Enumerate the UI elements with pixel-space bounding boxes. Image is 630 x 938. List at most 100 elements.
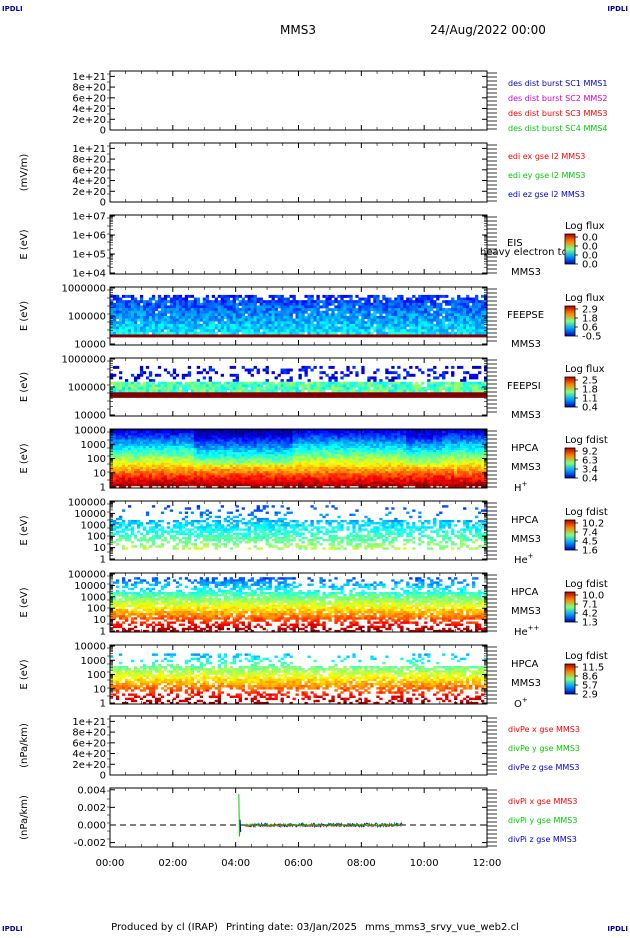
y-tick-label: 1e+21 [72,72,106,83]
y-tick-label: 10 [93,684,106,695]
instrument-label: HPCA [511,515,539,526]
legend-entry: divPi y gse MMS3 [508,816,577,825]
colorbar [565,377,575,407]
y-tick-label: 0 [100,126,106,137]
date-time-title: 24/Aug/2022 00:00 [430,23,546,37]
instrument-label: HPCA [511,659,539,670]
colorbar-title: Log fdist [565,435,608,446]
spacecraft-title: MMS3 [280,23,316,37]
y-tick-label: 100 [87,604,106,615]
y-tick-label: 1 [100,699,106,710]
colorbar [565,592,575,622]
legend-entry: divPe z gse MMS3 [508,763,579,772]
spacecraft-label: MMS3 [511,534,541,545]
x-tick-label: 04:00 [221,858,250,869]
y-tick-label: 0.000 [77,820,106,831]
y-tick-label: 8e+20 [72,83,106,94]
y-axis-label: E (eV) [19,659,30,689]
legend-entry: divPi x gse MMS3 [508,797,577,806]
instrument-label: FEEPSE [507,310,544,321]
legend-entry: divPi z gse MMS3 [508,835,577,844]
y-tick-label: 1e+07 [72,212,106,223]
corner-label-top-right: IPDLI [607,5,628,13]
instrument-label: HPCA [511,587,539,598]
colorbar-tick-label: 1.3 [582,618,598,629]
legend-entry: des dist burst SC3 MMS3 [508,109,607,118]
spacecraft-label: MMS3 [511,678,541,689]
y-axis-label: E (eV) [19,515,30,545]
panel-frame [110,716,487,775]
x-tick-label: 02:00 [158,858,187,869]
legend-entry: divPe x gse MMS3 [508,725,580,734]
colorbar-title: Log fdist [565,651,608,662]
y-tick-label: 0.004 [77,785,106,796]
corner-label-bottom-left: IPDLI [2,925,23,933]
y-tick-label: 10 [93,543,106,554]
colorbar-title: Log flux [565,221,605,232]
y-tick-label: 10000 [74,426,106,437]
spike-line [240,820,241,832]
y-tick-label: 100000 [68,570,106,581]
y-tick-label: 4e+20 [72,176,106,187]
footer-printing-date: Printing date: 03/Jan/2025 [226,922,357,933]
y-tick-label: 1000 [81,656,106,667]
y-tick-label: 1000 [81,592,106,603]
spacecraft-label: MMS3 [511,410,541,421]
colorbar [565,664,575,694]
colorbar [565,234,575,264]
instrument-label: HPCA [511,443,539,454]
panel-frame [110,788,487,847]
y-tick-label: 1e+05 [72,250,106,261]
y-tick-label: 0.002 [77,803,106,814]
y-tick-label: 1e+04 [72,269,106,280]
species-label: He+ [514,552,534,566]
footer-file-name: mms_mms3_srvy_vue_web2.cl [365,922,519,933]
divpi-traces [239,794,402,836]
x-tick-label: 10:00 [410,858,439,869]
corner-label-bottom-right: IPDLI [607,925,628,933]
colorbar-tick-label: -0.5 [582,332,602,343]
y-tick-label: 1000000 [61,284,106,295]
y-tick-label: 1000 [81,440,106,451]
y-tick-label: 100 [87,454,106,465]
colorbar-title: Log flux [565,293,605,304]
x-tick-label: 00:00 [96,858,125,869]
y-tick-label: 2e+20 [72,115,106,126]
y-tick-label: 1 [100,627,106,638]
species-label: H+ [514,480,528,494]
legend-entry: edi ez gse l2 MMS3 [508,190,585,199]
panel-frame [110,71,487,130]
y-tick-label: 8e+20 [72,728,106,739]
y-tick-label: 1 [100,555,106,566]
legend-entry: des dist burst SC1 MMS1 [508,79,607,88]
x-tick-label: 06:00 [284,858,313,869]
y-tick-label: -0.002 [74,838,106,849]
y-tick-label: 100 [87,532,106,543]
y-tick-label: 10000 [74,509,106,520]
panel-10: 1e+218e+206e+204e+202e+200(nPa/km)divPe … [19,716,580,782]
colorbar [565,520,575,550]
colorbar-tick-label: 0.4 [582,403,598,414]
y-tick-label: 2e+20 [72,187,106,198]
y-axis-label: (nPa/km) [19,723,30,768]
y-tick-label: 0 [100,771,106,782]
y-axis-label: E (eV) [19,443,30,473]
legend-entry: des dist burst SC2 MMS2 [508,94,607,103]
y-tick-label: 100 [87,670,106,681]
y-tick-label: 1000 [81,520,106,531]
y-axis-label: E (eV) [19,587,30,617]
y-axis-label: E (eV) [19,229,30,259]
footer-produced-by: Produced by cl (IRAP) [111,922,218,933]
footer-line: Produced by cl (IRAP) Printing date: 03/J… [111,922,519,933]
y-axis-label: (mV/m) [19,154,30,192]
